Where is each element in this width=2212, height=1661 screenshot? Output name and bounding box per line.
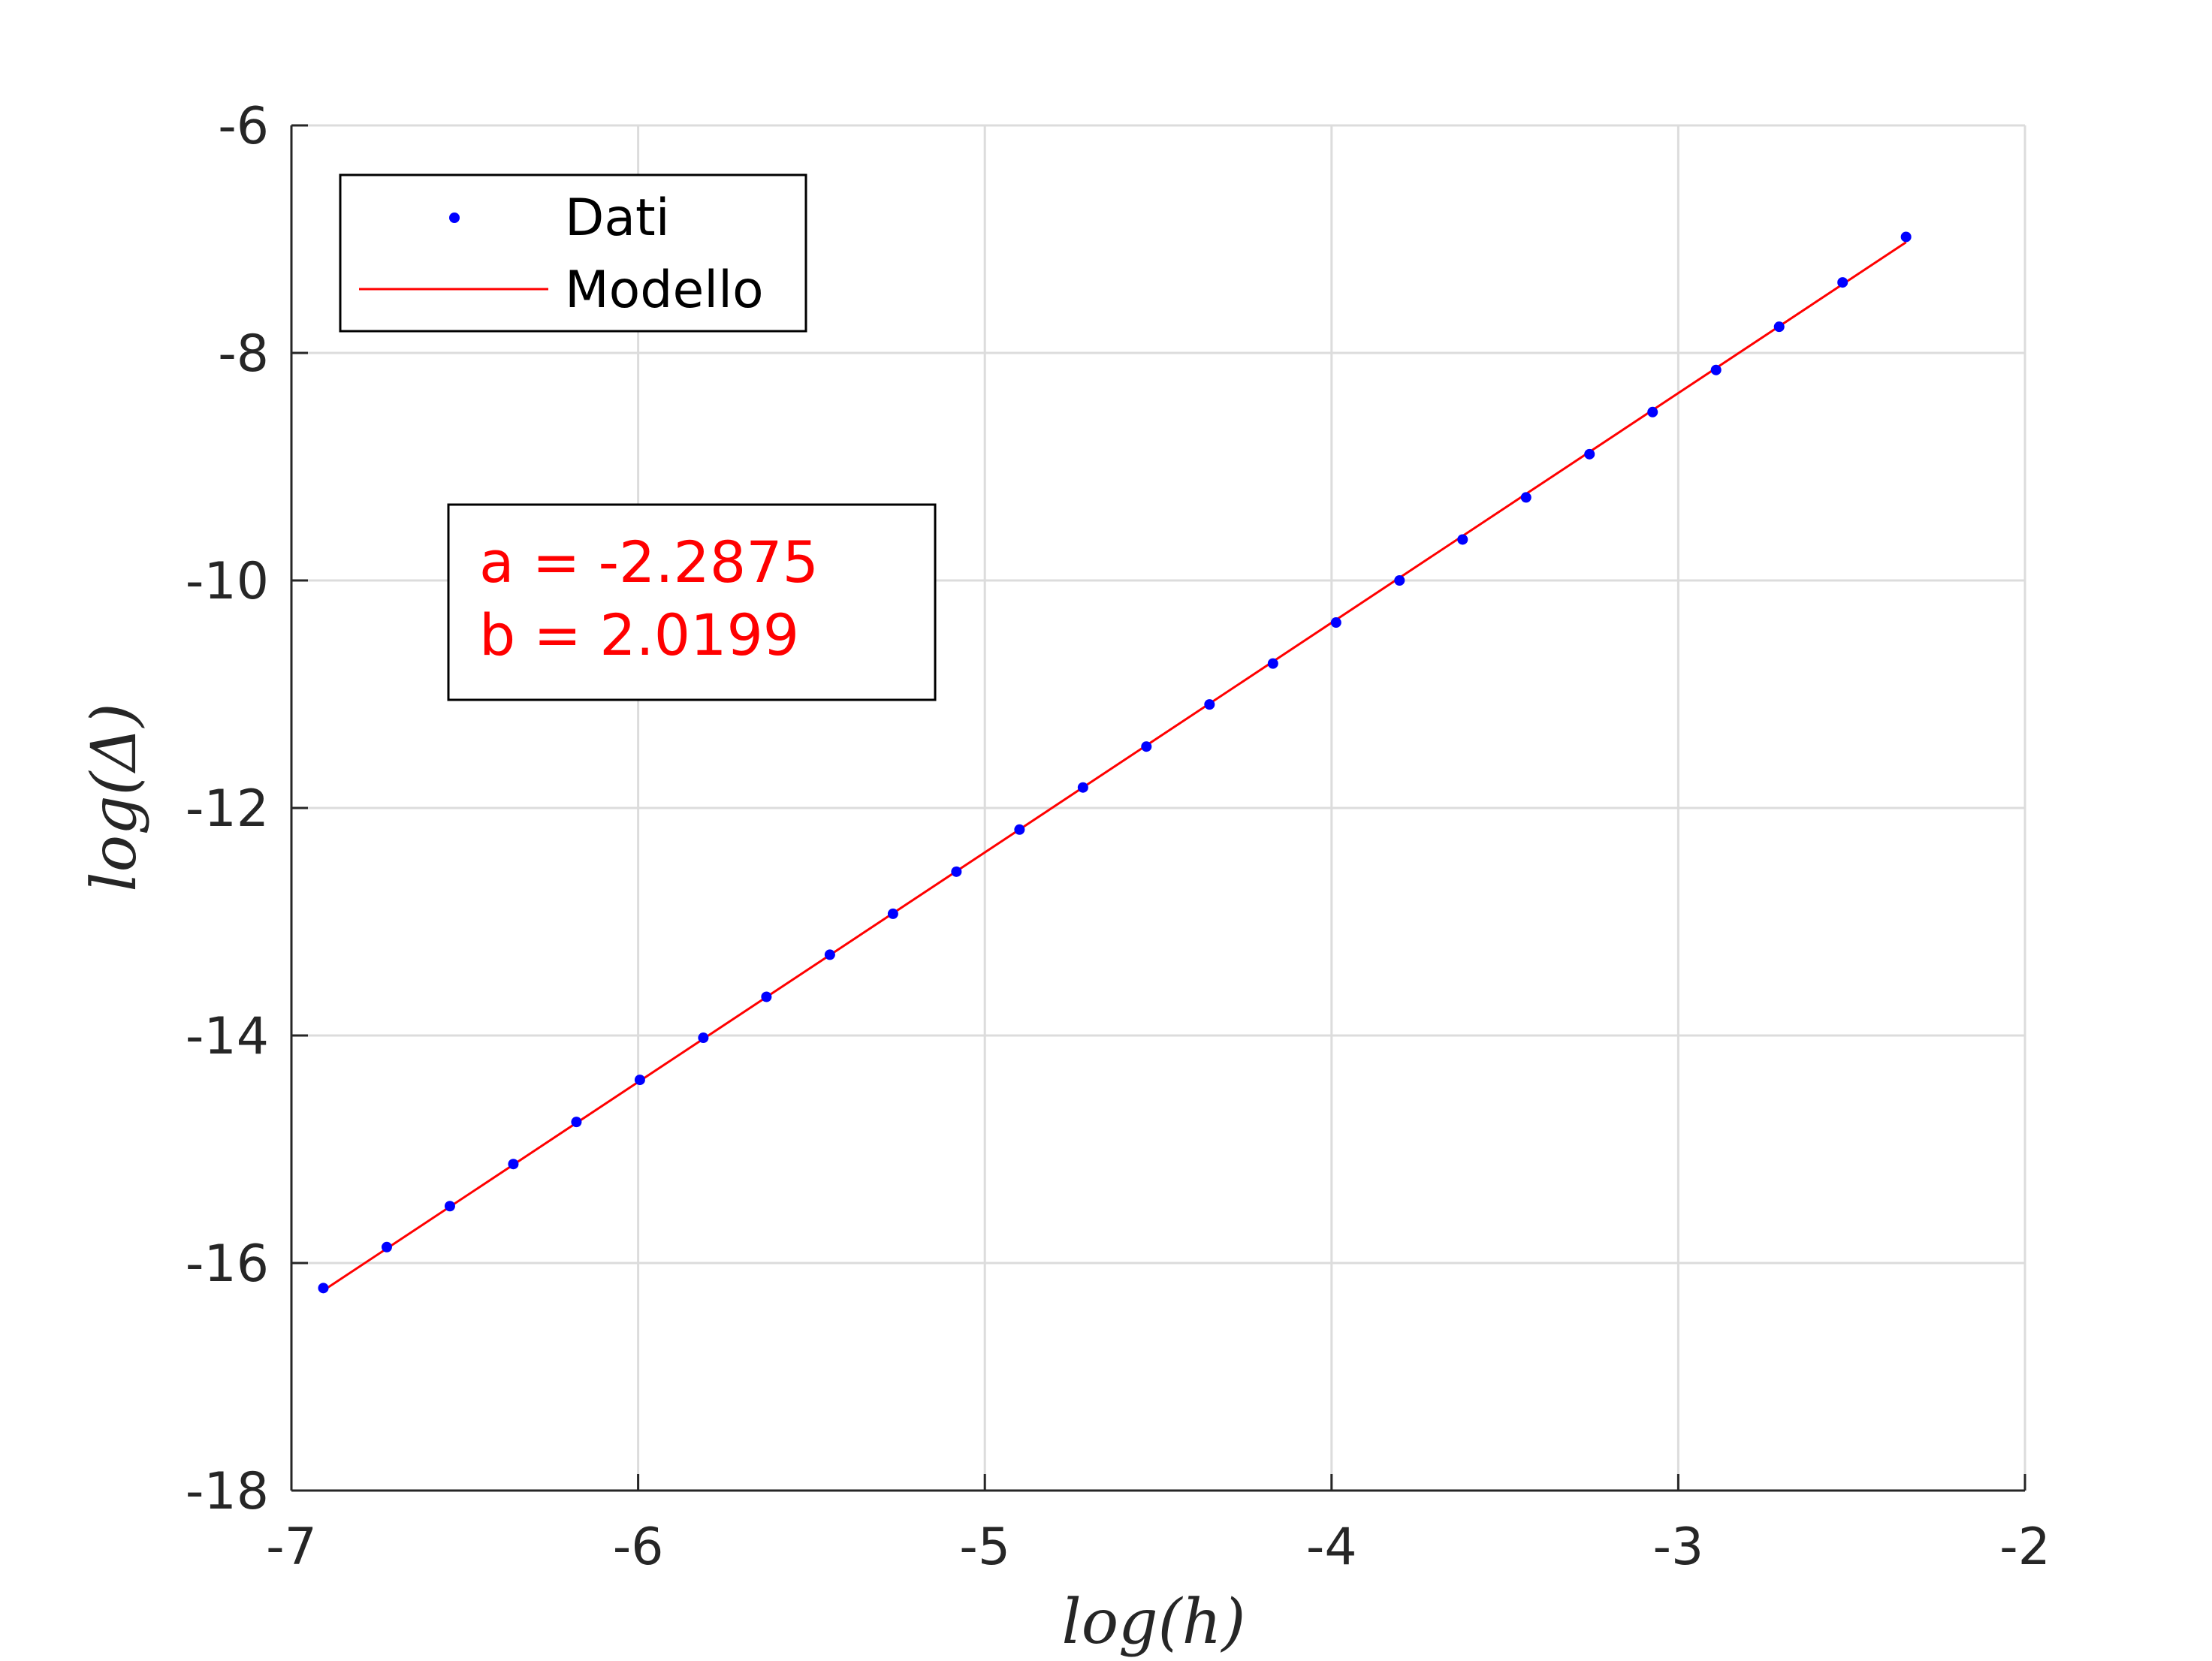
data-point bbox=[318, 1283, 329, 1294]
annotation-line-a: a = -2.2875 bbox=[479, 529, 819, 595]
model-line bbox=[322, 241, 1907, 1292]
x-tick-label: -4 bbox=[1306, 1518, 1357, 1577]
fit-parameters-annotation: a = -2.2875 b = 2.0199 bbox=[447, 503, 937, 701]
data-point bbox=[1330, 617, 1341, 629]
y-tick-label: -8 bbox=[218, 324, 269, 384]
data-point bbox=[1900, 231, 1912, 243]
data-point bbox=[698, 1032, 709, 1044]
y-tick-labels: -18 -16 -14 -12 -10 -8 -6 bbox=[186, 97, 269, 1521]
data-point bbox=[1204, 699, 1215, 710]
data-point bbox=[1837, 277, 1848, 288]
data-point bbox=[761, 991, 772, 1002]
data-point bbox=[381, 1241, 392, 1253]
y-tick-label: -6 bbox=[218, 97, 269, 156]
data-points-layer bbox=[318, 231, 1912, 1294]
data-point bbox=[887, 908, 898, 919]
data-point bbox=[1141, 741, 1152, 752]
data-point bbox=[1014, 824, 1025, 835]
y-tick-label: -18 bbox=[186, 1462, 269, 1521]
x-tick-label: -5 bbox=[959, 1518, 1010, 1577]
x-axis-label: log(h) bbox=[1062, 1587, 1246, 1658]
annotation-line-b: b = 2.0199 bbox=[479, 601, 799, 668]
legend-marker-dati bbox=[449, 213, 460, 223]
data-point bbox=[444, 1201, 455, 1212]
data-point bbox=[1520, 492, 1532, 503]
data-point bbox=[1710, 364, 1722, 375]
legend-label-dati: Dati bbox=[565, 188, 670, 248]
model-line-layer bbox=[322, 241, 1907, 1292]
legend: Dati Modello bbox=[339, 173, 807, 333]
y-tick-label: -14 bbox=[186, 1007, 269, 1066]
y-tick-label: -10 bbox=[186, 552, 269, 611]
x-tick-label: -3 bbox=[1652, 1518, 1704, 1577]
y-tick-label: -16 bbox=[186, 1234, 269, 1294]
data-point bbox=[1584, 448, 1595, 460]
annotation-box bbox=[447, 503, 937, 701]
data-point bbox=[1457, 534, 1468, 545]
data-point bbox=[951, 866, 962, 877]
data-point bbox=[571, 1117, 582, 1128]
data-point bbox=[634, 1075, 645, 1086]
legend-box bbox=[339, 173, 807, 333]
y-tick-label: -12 bbox=[186, 779, 269, 839]
data-point bbox=[1077, 782, 1088, 793]
x-tick-label: -7 bbox=[266, 1518, 317, 1577]
x-tick-label: -2 bbox=[1999, 1518, 2051, 1577]
data-point bbox=[824, 949, 835, 960]
x-tick-label: -6 bbox=[613, 1518, 664, 1577]
data-point bbox=[1647, 406, 1658, 418]
axes bbox=[290, 124, 2026, 1492]
data-point bbox=[1394, 575, 1405, 586]
legend-label-modello: Modello bbox=[565, 261, 764, 320]
data-point bbox=[508, 1159, 519, 1170]
data-point bbox=[1773, 321, 1785, 333]
y-axis-label: log(Δ) bbox=[79, 703, 150, 891]
data-point bbox=[1267, 658, 1278, 669]
x-tick-labels: -7 -6 -5 -4 -3 -2 bbox=[266, 1518, 2051, 1577]
